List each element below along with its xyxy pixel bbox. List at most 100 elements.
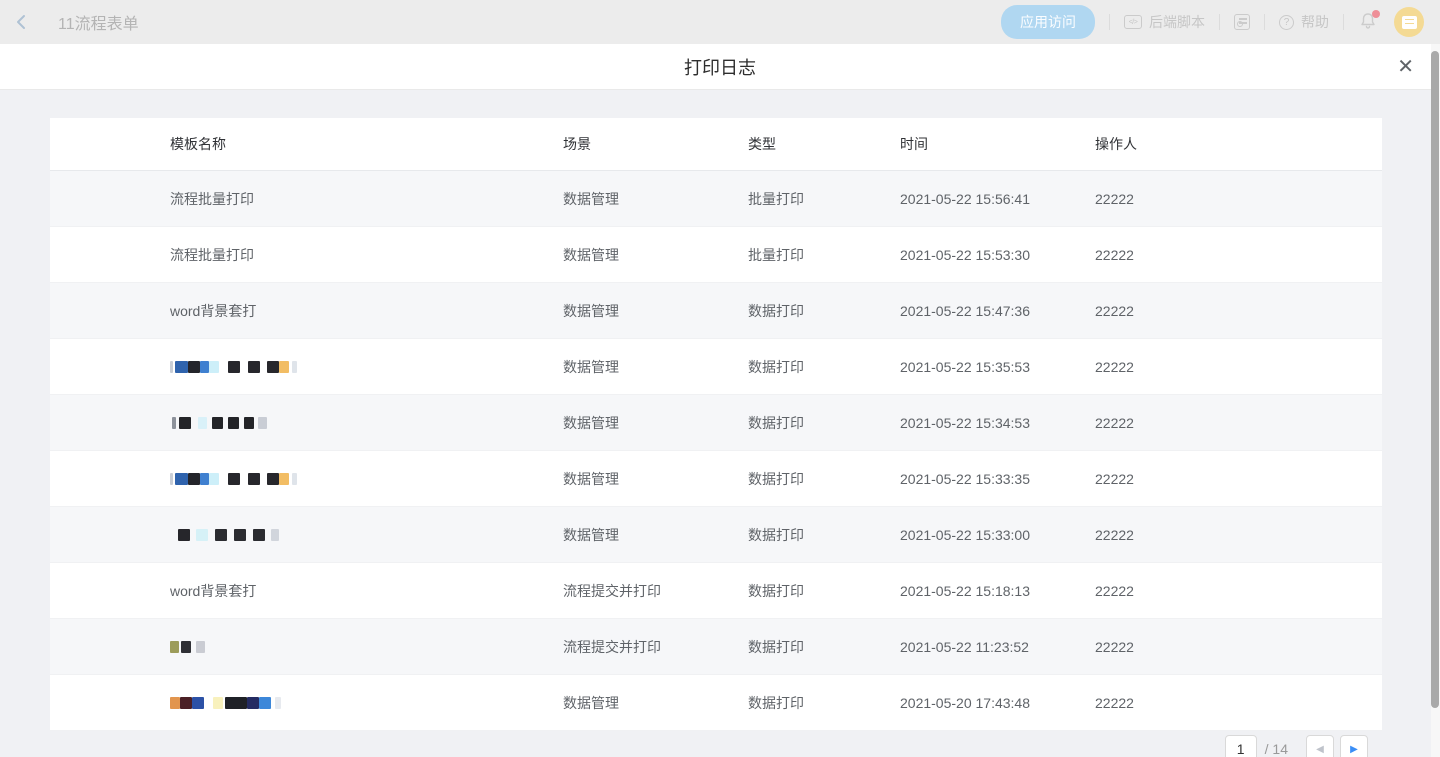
top-navbar: 11流程表单 应用访问 </> 后端脚本 ? 帮助 (0, 0, 1440, 44)
redacted-block (170, 360, 173, 373)
user-avatar[interactable] (1394, 7, 1424, 37)
redacted-block (234, 528, 246, 541)
notification-dot (1372, 10, 1380, 18)
backend-script-button[interactable]: </> 后端脚本 (1124, 12, 1205, 32)
column-header-scene: 场景 (563, 136, 591, 152)
id-card-icon (1234, 14, 1250, 30)
redacted-block (292, 472, 297, 485)
cell-template-name-redacted (170, 416, 563, 429)
divider (1264, 14, 1265, 30)
redacted-block (213, 696, 223, 709)
cell-type: 数据打印 (748, 582, 804, 599)
modal-header: 打印日志 ✕ (0, 44, 1440, 90)
redacted-block (209, 472, 219, 485)
cell-operator: 22222 (1095, 414, 1134, 431)
cell-type: 数据打印 (748, 638, 804, 655)
cell-scene: 数据管理 (563, 414, 619, 431)
cell-operator: 22222 (1095, 246, 1134, 263)
cell-scene: 数据管理 (563, 358, 619, 375)
form-icon (1401, 15, 1417, 29)
cell-template-name-redacted (170, 472, 563, 485)
redacted-block (192, 696, 204, 709)
code-icon: </> (1124, 15, 1142, 29)
redacted-block (175, 472, 188, 485)
redacted-block (271, 528, 279, 541)
redacted-block (181, 640, 191, 653)
redacted-block (292, 360, 297, 373)
cell-time: 2021-05-22 15:18:13 (900, 582, 1030, 599)
redacted-block (196, 640, 205, 653)
cell-scene: 数据管理 (563, 694, 619, 711)
prev-page-button[interactable]: ◀ (1306, 735, 1334, 757)
prev-page-icon: ◀ (1316, 743, 1324, 755)
table-row: 数据管理 数据打印 2021-05-22 15:33:00 22222 (50, 507, 1382, 563)
table-row: 数据管理 数据打印 2021-05-22 15:33:35 22222 (50, 451, 1382, 507)
redacted-block (258, 416, 267, 429)
app-access-button[interactable]: 应用访问 (1001, 5, 1095, 39)
redacted-block (198, 416, 207, 429)
topbar-actions: 应用访问 </> 后端脚本 ? 帮助 (1001, 0, 1424, 44)
member-card-button[interactable] (1234, 14, 1250, 30)
cell-type: 数据打印 (748, 526, 804, 543)
cell-operator: 22222 (1095, 302, 1134, 319)
table-body: 流程批量打印 数据管理 批量打印 2021-05-22 15:56:41 222… (50, 171, 1382, 731)
redacted-block (188, 360, 200, 373)
redacted-block (200, 472, 209, 485)
redacted-block (253, 528, 265, 541)
cell-type: 数据打印 (748, 302, 804, 319)
cell-operator: 22222 (1095, 638, 1134, 655)
cell-template-name: word背景套打 (170, 302, 257, 319)
column-header-template-name: 模板名称 (170, 136, 226, 152)
cell-template-name-redacted (170, 696, 563, 709)
cell-type: 批量打印 (748, 190, 804, 207)
redacted-block (228, 360, 240, 373)
print-log-table: 模板名称 场景 类型 时间 操作人 流程批量打印 数据管理 批量打印 2021-… (50, 118, 1382, 731)
help-label: 帮助 (1301, 14, 1329, 30)
redacted-block (196, 528, 208, 541)
redacted-block (279, 472, 289, 485)
table-row: 数据管理 数据打印 2021-05-22 15:35:53 22222 (50, 339, 1382, 395)
cell-type: 批量打印 (748, 246, 804, 263)
cell-operator: 22222 (1095, 358, 1134, 375)
cell-time: 2021-05-22 15:33:35 (900, 470, 1030, 487)
close-icon[interactable]: ✕ (1393, 53, 1418, 81)
redacted-block (248, 472, 260, 485)
notifications-button[interactable] (1358, 10, 1380, 33)
column-header-time: 时间 (900, 136, 928, 152)
cell-operator: 22222 (1095, 470, 1134, 487)
redacted-block (209, 360, 219, 373)
table-header-row: 模板名称 场景 类型 时间 操作人 (50, 118, 1382, 171)
redacted-block (275, 696, 281, 709)
redacted-block (175, 360, 188, 373)
cell-template-name-redacted (170, 640, 563, 653)
cell-type: 数据打印 (748, 470, 804, 487)
pagination: / 14 ◀ ▶ (1224, 735, 1368, 757)
table-row: 流程批量打印 数据管理 批量打印 2021-05-22 15:53:30 222… (50, 227, 1382, 283)
back-button[interactable] (0, 0, 44, 44)
next-page-button[interactable]: ▶ (1340, 735, 1368, 757)
redacted-block (179, 416, 191, 429)
column-header-operator: 操作人 (1095, 136, 1137, 152)
cell-template-name: 流程批量打印 (170, 190, 254, 207)
redacted-block (188, 472, 200, 485)
cell-type: 数据打印 (748, 358, 804, 375)
redacted-block (267, 472, 279, 485)
redacted-block (215, 528, 227, 541)
cell-operator: 22222 (1095, 526, 1134, 543)
cell-operator: 22222 (1095, 190, 1134, 207)
redacted-block (259, 696, 271, 709)
redacted-block (172, 416, 176, 429)
backend-script-label: 后端脚本 (1149, 14, 1205, 30)
help-icon: ? (1279, 14, 1294, 30)
cell-scene: 数据管理 (563, 302, 619, 319)
modal-title: 打印日志 (684, 57, 756, 78)
page-input[interactable] (1224, 735, 1257, 757)
cell-time: 2021-05-22 15:33:00 (900, 526, 1030, 543)
table-row: 数据管理 数据打印 2021-05-20 17:43:48 22222 (50, 675, 1382, 731)
cell-scene: 数据管理 (563, 526, 619, 543)
redacted-block (170, 640, 179, 653)
cell-operator: 22222 (1095, 694, 1134, 711)
help-button[interactable]: ? 帮助 (1279, 12, 1329, 32)
scrollbar-thumb[interactable] (1431, 51, 1439, 708)
